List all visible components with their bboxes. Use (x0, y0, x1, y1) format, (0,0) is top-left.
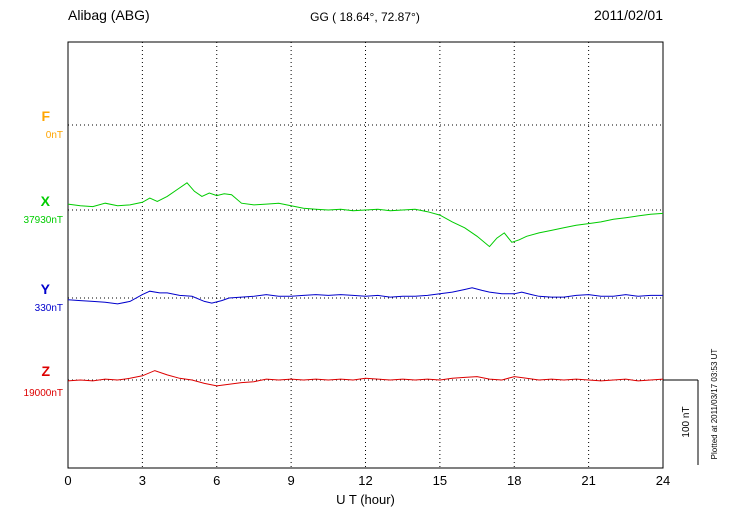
trace-y (67, 287, 663, 305)
plot-date: 2011/02/01 (593, 7, 663, 23)
series-baseline-y: 330nT (34, 303, 63, 314)
series-baseline-f: 0nT (45, 130, 63, 141)
series-baseline-x: 37930nT (23, 215, 63, 226)
series-label-f: F (41, 108, 50, 124)
series-label-z: Z (41, 363, 50, 379)
x-tick-label: 0 (64, 473, 72, 488)
x-tick-label: 15 (432, 473, 448, 488)
x-tick-label: 21 (581, 473, 596, 488)
trace-x (67, 182, 664, 248)
plotted-at-footer: Plotted at 2011/03/17 03:53 UT (710, 348, 719, 460)
scale-bar-label: 100 nT (681, 406, 692, 438)
trace-z (67, 370, 664, 387)
x-tick-label: 12 (358, 473, 373, 488)
x-tick-label: 18 (507, 473, 522, 488)
x-tick-label: 24 (655, 473, 671, 488)
station-title: Alibag (ABG) (68, 7, 150, 23)
series-label-x: X (40, 193, 50, 209)
x-tick-label: 9 (287, 473, 295, 488)
series-label-y: Y (40, 281, 50, 297)
geographic-coordinates: GG ( 18.64°, 72.87°) (310, 10, 420, 24)
x-tick-label: 3 (138, 473, 146, 488)
x-axis-title: U T (hour) (336, 492, 395, 507)
series-baseline-z: 19000nT (23, 388, 63, 399)
x-tick-label: 6 (213, 473, 221, 488)
